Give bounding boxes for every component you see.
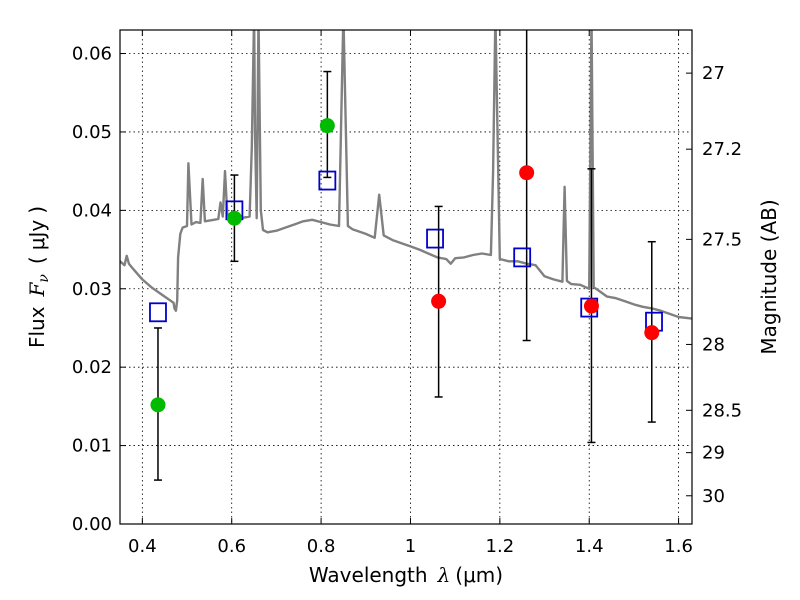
plot-background	[120, 30, 692, 524]
y-axis-label-close: )	[25, 206, 49, 214]
x-tick-label: 1.4	[575, 536, 604, 557]
magnitude-tick-label: 29	[702, 443, 725, 464]
model-spectrum-line	[120, 30, 692, 320]
x-axis-label-text: Wavelength	[309, 563, 428, 587]
y-tick-label: 0.05	[72, 122, 112, 143]
upper-limit-point	[226, 210, 242, 226]
y-tick-label: 0.06	[72, 44, 112, 65]
x-axis-label-unit: (μm)	[455, 563, 503, 587]
magnitude-tick-label: 30	[702, 486, 725, 507]
y-axis-label: Flux Fν ( μJy)	[25, 206, 52, 348]
y2-axis-label: Magnitude (AB)	[757, 199, 781, 354]
x-axis-label-symbol: λ	[437, 563, 451, 587]
x-tick-label: 0.8	[307, 536, 336, 557]
y-axis-label-unit: μJy	[25, 220, 49, 251]
model-band-square	[149, 302, 167, 323]
detection-point	[519, 165, 535, 181]
x-tick-label: 1.2	[486, 536, 515, 557]
magnitude-tick-label: 28.5	[702, 400, 742, 421]
x-tick-label: 1	[405, 536, 416, 557]
magnitude-tick-label: 27.2	[702, 139, 742, 160]
y-axis-label-text: Flux	[25, 306, 49, 348]
x-tick-label: 0.4	[128, 536, 157, 557]
y-tick-label: 0.04	[72, 200, 112, 221]
plot-frame	[119, 29, 693, 525]
grid-lines	[120, 30, 692, 524]
upper-limit-point	[319, 118, 335, 134]
y-axis-label-open: (	[25, 256, 49, 264]
x-axis-label: Wavelength λ (μm)	[309, 563, 503, 587]
detection-point	[431, 293, 447, 309]
model-band-square	[513, 247, 532, 268]
observed-points	[150, 118, 660, 413]
magnitude-axis-ticks: 27 27.2 27.5 28 28.5 29 30	[686, 63, 742, 507]
y-tick-label: 0.03	[72, 279, 112, 300]
magnitude-tick-label: 27.5	[702, 229, 742, 250]
detection-point	[644, 325, 660, 341]
x-tick-label: 0.6	[217, 536, 246, 557]
x-axis-ticks: 0.4 0.6 0.8 1 1.2 1.4 1.6	[128, 30, 693, 557]
y-axis-label-subscript: ν	[36, 274, 52, 283]
model-band-square	[318, 170, 337, 191]
magnitude-tick-label: 28	[702, 334, 725, 355]
y-tick-label: 0.02	[72, 357, 112, 378]
y-tick-label: 0.01	[72, 436, 112, 457]
y-axis-label-symbol: F	[25, 281, 49, 297]
detection-point	[583, 298, 599, 314]
y-axis-ticks: 0.00 0.01 0.02 0.03 0.04 0.05 0.06	[72, 44, 126, 535]
upper-limit-point	[150, 397, 166, 413]
y-tick-label: 0.00	[72, 514, 112, 535]
x-tick-label: 1.6	[664, 536, 693, 557]
model-band-square	[426, 228, 444, 249]
magnitude-tick-label: 27	[702, 63, 725, 84]
